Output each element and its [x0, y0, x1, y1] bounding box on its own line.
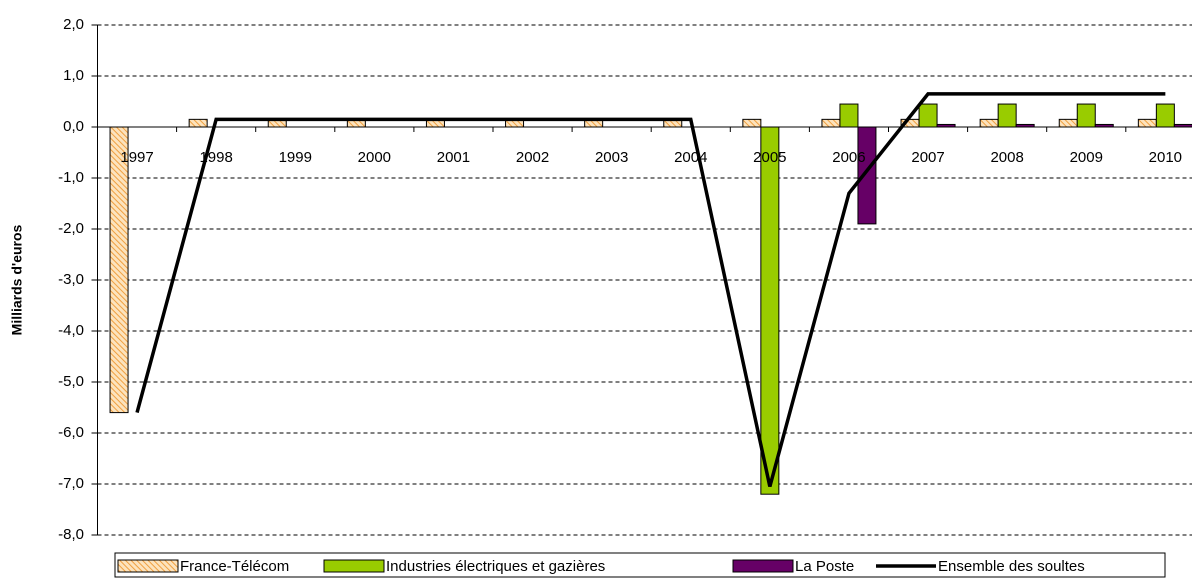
- y-tick-label: -6,0: [58, 424, 84, 441]
- bar: [1058, 118, 1078, 128]
- legend-label: France-Télécom: [180, 558, 289, 575]
- x-tick-label: 2006: [832, 149, 865, 166]
- y-tick-label: 0,0: [63, 118, 84, 135]
- bar: [742, 118, 762, 128]
- x-tick-label: 2003: [595, 149, 628, 166]
- x-tick-label: 2009: [1070, 149, 1103, 166]
- y-tick-label: 2,0: [63, 16, 84, 33]
- y-tick-label: -3,0: [58, 271, 84, 288]
- x-tick-label: 2002: [516, 149, 549, 166]
- y-tick-label: -4,0: [58, 322, 84, 339]
- bar: [979, 118, 999, 128]
- x-tick-label: 2010: [1149, 149, 1182, 166]
- legend-label: Ensemble des soultes: [938, 558, 1085, 575]
- y-tick-label: -5,0: [58, 373, 84, 390]
- bar: [109, 126, 129, 414]
- bar: [1155, 103, 1175, 128]
- y-tick-label: -8,0: [58, 526, 84, 543]
- bar: [997, 103, 1017, 128]
- legend-swatch: [117, 559, 179, 573]
- line-series: [135, 92, 1166, 488]
- bar: [188, 118, 208, 128]
- y-tick-label: -2,0: [58, 220, 84, 237]
- x-tick-label: 2000: [358, 149, 391, 166]
- y-tick-label: -7,0: [58, 475, 84, 492]
- x-tick-label: 2005: [753, 149, 786, 166]
- x-tick-label: 2004: [674, 149, 707, 166]
- bar: [918, 103, 938, 128]
- legend-swatch: [732, 559, 794, 573]
- y-axis-label: Milliards d'euros: [9, 224, 25, 335]
- bar: [857, 126, 877, 225]
- bar: [1137, 118, 1157, 128]
- legend-label: La Poste: [795, 558, 854, 575]
- legend-box: [114, 552, 1166, 578]
- bar: [1076, 103, 1096, 128]
- y-tick-label: -1,0: [58, 169, 84, 186]
- x-tick-label: 1999: [279, 149, 312, 166]
- bar: [760, 126, 780, 495]
- legend-label: Industries électriques et gazières: [386, 558, 605, 575]
- y-tick-label: 1,0: [63, 67, 84, 84]
- x-tick-label: 2007: [911, 149, 944, 166]
- legend-swatch: [323, 559, 385, 573]
- x-tick-label: 2008: [990, 149, 1023, 166]
- bar: [839, 103, 859, 128]
- x-tick-label: 1997: [120, 149, 153, 166]
- x-tick-label: 2001: [437, 149, 470, 166]
- bar: [821, 118, 841, 128]
